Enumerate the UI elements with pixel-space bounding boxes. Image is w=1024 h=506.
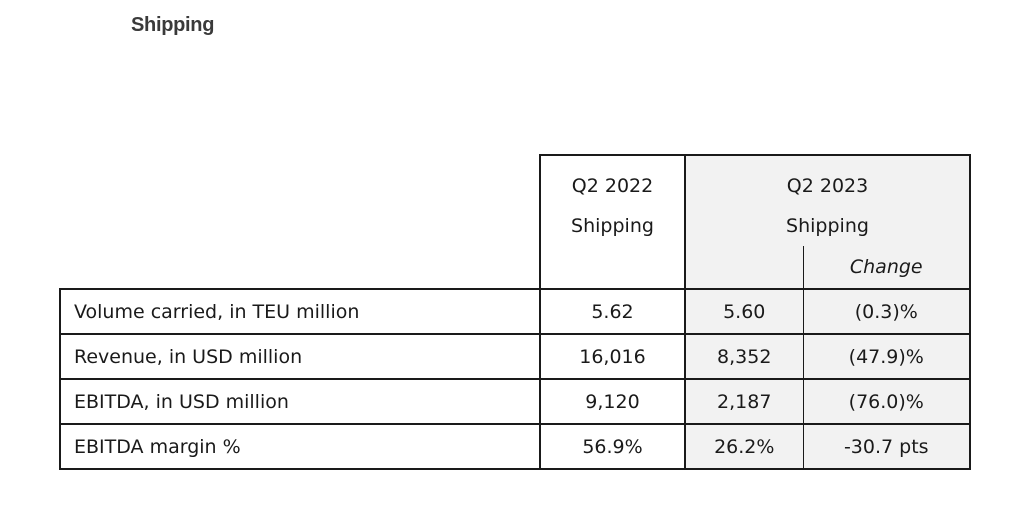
- row-label: EBITDA margin %: [59, 423, 541, 470]
- value-q2-2023: 8,352: [684, 333, 804, 380]
- table-row: Revenue, in USD million 16,016 8,352 (47…: [59, 333, 971, 380]
- table-subheader-row: Change: [60, 246, 971, 289]
- value-q2-2023: 5.60: [684, 288, 804, 335]
- value-q2-2022: 56.9%: [539, 423, 686, 470]
- value-change: (76.0)%: [802, 378, 971, 425]
- value-q2-2022: 16,016: [539, 333, 686, 380]
- header-q2-2023-segment: Shipping: [786, 215, 869, 237]
- table-row: EBITDA, in USD million 9,120 2,187 (76.0…: [59, 378, 971, 425]
- table-row: EBITDA margin % 56.9% 26.2% -30.7 pts: [59, 423, 971, 470]
- value-change: -30.7 pts: [802, 423, 971, 470]
- subheader-empty-cell: [684, 246, 804, 289]
- table-header-row: Q2 2022 Shipping Q2 2023 Shipping: [60, 154, 971, 289]
- header-empty-cell: [60, 155, 540, 289]
- table-row: Volume carried, in TEU million 5.62 5.60…: [59, 288, 971, 335]
- row-label: EBITDA, in USD million: [59, 378, 541, 425]
- value-change: (47.9)%: [802, 333, 971, 380]
- value-q2-2022: 9,120: [539, 378, 686, 425]
- row-label: Volume carried, in TEU million: [59, 288, 541, 335]
- header-q2-2023: Q2 2023 Shipping: [684, 154, 971, 246]
- value-q2-2022: 5.62: [539, 288, 686, 335]
- value-q2-2023: 2,187: [684, 378, 804, 425]
- header-q2-2022-period: Q2 2022: [571, 175, 654, 197]
- subheader-change: Change: [803, 246, 971, 289]
- header-q2-2023-period: Q2 2023: [786, 175, 869, 197]
- row-label: Revenue, in USD million: [59, 333, 541, 380]
- section-heading: Shipping: [131, 14, 215, 36]
- value-change: (0.3)%: [802, 288, 971, 335]
- value-q2-2023: 26.2%: [684, 423, 804, 470]
- header-q2-2022-segment: Shipping: [571, 215, 654, 237]
- shipping-results-table: Q2 2022 Shipping Q2 2023 Shipping Change…: [59, 154, 971, 470]
- header-q2-2022: Q2 2022 Shipping: [539, 154, 686, 289]
